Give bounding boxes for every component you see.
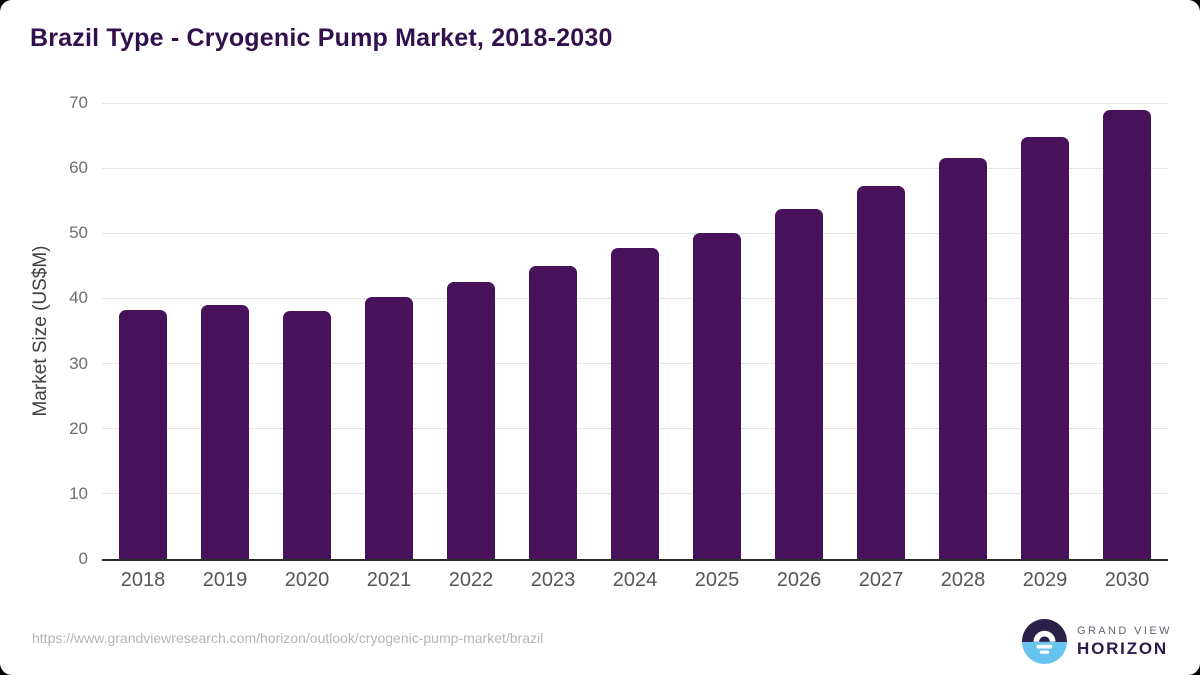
- bar-2019: [201, 304, 249, 559]
- x-tick-label-2023: 2023: [530, 569, 576, 591]
- bar-2028: [939, 158, 987, 559]
- y-tick-label-70: 70: [69, 93, 88, 112]
- grand-view-horizon-logo: GRAND VIEW HORIZON: [1022, 619, 1172, 664]
- x-tick-label-2021: 2021: [366, 569, 412, 591]
- x-tick-label-2026: 2026: [776, 569, 822, 591]
- gridline-60: [102, 167, 1168, 169]
- x-tick-label-2018: 2018: [120, 569, 166, 591]
- x-tick-label-2030: 2030: [1104, 569, 1150, 591]
- x-axis-tick-labels: 2018 2019 2020 2021 2022 2023 2024 2025 2026 2027…: [102, 569, 1168, 599]
- bar-2022: [447, 281, 495, 559]
- x-tick-label-2025: 2025: [694, 569, 740, 591]
- bar-2029: [1021, 136, 1069, 559]
- x-tick-label-2019: 2019: [202, 569, 248, 591]
- bar-2021: [365, 297, 413, 559]
- y-tick-label-30: 30: [69, 353, 88, 373]
- bar-2020: [283, 311, 331, 559]
- gridline-70: [102, 102, 1168, 104]
- x-tick-label-2029: 2029: [1022, 569, 1068, 591]
- y-tick-label-20: 20: [69, 418, 88, 438]
- brand-name-bottom: HORIZON: [1077, 638, 1168, 658]
- y-tick-label-10: 10: [69, 483, 88, 503]
- x-tick-label-2028: 2028: [940, 569, 986, 591]
- chart-title: Brazil Type - Cryogenic Pump Market, 201…: [30, 24, 613, 52]
- brand-name-top: GRAND VIEW: [1077, 624, 1172, 637]
- logo-wordmark: GRAND VIEW HORIZON: [1077, 625, 1172, 659]
- gridline-50: [102, 232, 1168, 234]
- y-tick-label-50: 50: [69, 223, 88, 243]
- y-tick-label-0: 0: [78, 549, 88, 568]
- x-tick-label-2027: 2027: [858, 569, 904, 591]
- bar-2023: [529, 265, 577, 559]
- bar-2026: [775, 209, 823, 559]
- y-tick-label-60: 60: [69, 158, 88, 178]
- x-tick-label-2022: 2022: [448, 569, 494, 591]
- bar-2024: [611, 248, 659, 559]
- plot-area: [102, 102, 1168, 561]
- x-tick-label-2024: 2024: [612, 569, 658, 591]
- y-axis-tick-labels: 0 10 20 30 40 50 60 70: [0, 93, 88, 568]
- bar-2018: [119, 310, 167, 559]
- horizon-sun-icon: [1022, 619, 1067, 664]
- footer-source-url: https://www.grandviewresearch.com/horizo…: [32, 630, 544, 646]
- x-tick-label-2020: 2020: [284, 569, 330, 591]
- y-tick-label-40: 40: [69, 288, 88, 308]
- bar-2027: [857, 186, 905, 559]
- bar-2025: [693, 233, 741, 559]
- bar-2030: [1103, 110, 1151, 559]
